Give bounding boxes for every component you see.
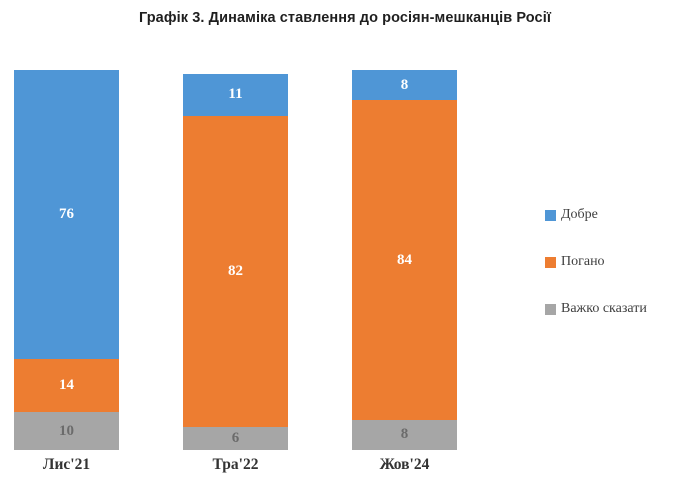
category-label: Тра'22: [212, 456, 259, 473]
category-axis: Лис'21 Тра'22 Жов'24: [14, 456, 457, 474]
bar-segment: 14: [14, 358, 119, 412]
bar-segment: 11: [183, 73, 288, 116]
legend-item: Важко сказати: [545, 301, 647, 317]
legend-swatch-icon: [545, 256, 556, 268]
stacked-bar: 76 14 10: [14, 70, 119, 450]
plot-area: 76 14 10 11 82 6 8 84 8: [14, 70, 457, 450]
category-label: Жов'24: [379, 456, 430, 473]
legend: Добре Погано Важко сказати: [545, 207, 647, 348]
bar-segment: 6: [183, 427, 288, 450]
bar-segment: 82: [183, 115, 288, 428]
bar-segment: 84: [352, 100, 457, 420]
stacked-bar: 11 82 6: [183, 70, 288, 450]
legend-swatch-icon: [545, 209, 556, 221]
stacked-bar: 8 84 8: [352, 70, 457, 450]
bar-segment: 10: [14, 412, 119, 450]
legend-swatch-icon: [545, 303, 556, 315]
legend-label: Важко сказати: [561, 301, 647, 316]
bar-segment: 8: [352, 70, 457, 101]
legend-item: Добре: [545, 207, 647, 223]
bar-segment: 76: [14, 70, 119, 359]
legend-item: Погано: [545, 254, 647, 270]
bar-segment: 8: [352, 419, 457, 450]
legend-label: Погано: [561, 254, 605, 269]
legend-label: Добре: [561, 207, 598, 222]
chart-title: Графік 3. Динаміка ставлення до росіян-м…: [138, 10, 552, 26]
category-label: Лис'21: [42, 456, 91, 473]
